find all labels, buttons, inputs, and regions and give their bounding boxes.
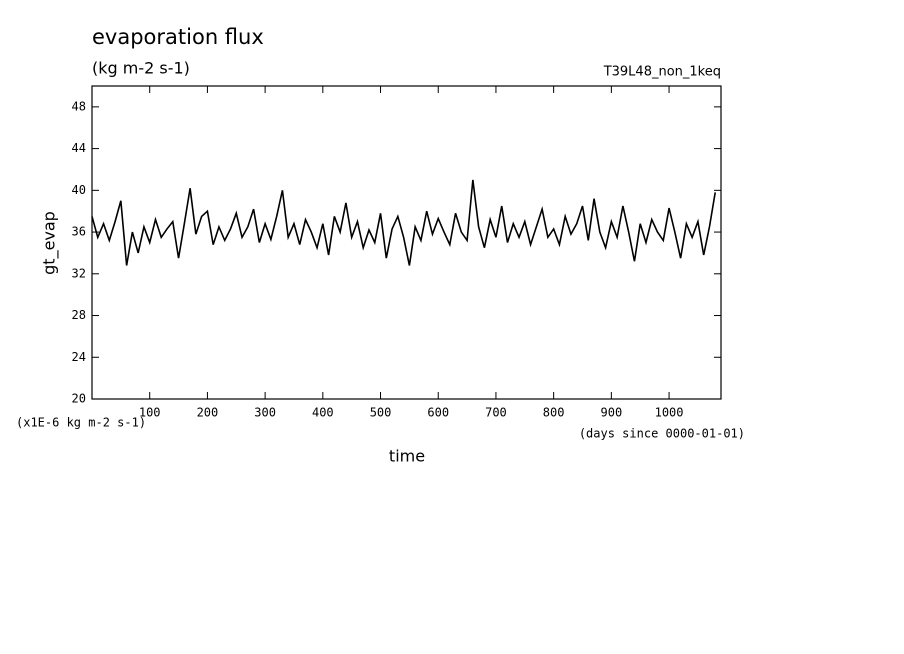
x-tick-label: 600 [427,406,449,420]
y-tick-label: 32 [72,266,86,280]
x-tick-label: 800 [543,406,565,420]
y-tick-label: 48 [72,99,86,113]
x-tick-label: 100 [139,406,161,420]
x-axis-label: time [389,447,425,466]
run-label: T39L48_non_1keq [603,65,721,80]
x-tick-label: 700 [485,406,507,420]
y-tick-label: 36 [72,225,86,239]
y-axis-unit: (x1E-6 kg m-2 s-1) [16,416,146,430]
y-tick-label: 40 [72,183,86,197]
x-tick-label: 200 [197,406,219,420]
y-tick-label: 28 [72,308,86,322]
chart-subtitle: (kg m-2 s-1) [92,59,190,78]
x-tick-label: 300 [254,406,276,420]
x-tick-label: 1000 [655,406,684,420]
data-line [91,179,717,266]
x-tick-label: 400 [312,406,334,420]
x-tick-label: 900 [601,406,623,420]
y-axis-label: gt_evap [40,211,60,275]
x-axis-unit: (days since 0000-01-01) [579,427,745,441]
y-tick-label: 24 [72,350,86,364]
y-tick-label: 20 [72,392,86,406]
y-tick-label: 44 [72,141,86,155]
plot-frame [91,85,722,400]
x-tick-label: 500 [370,406,392,420]
chart-title: evaporation flux [92,25,264,49]
